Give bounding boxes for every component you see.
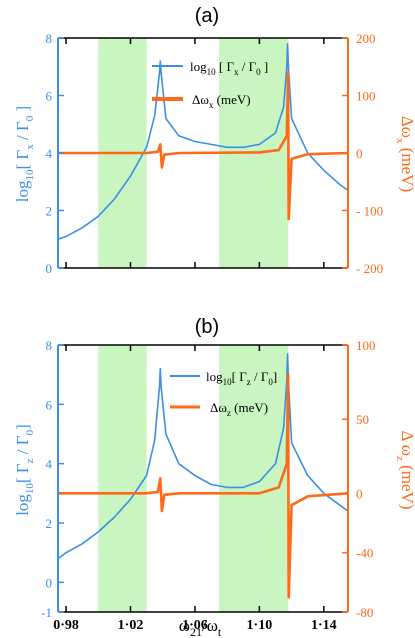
left-tick-label: 6 (46, 397, 53, 412)
right-tick-label: 100 (356, 338, 376, 353)
panel-b-left-axis-label: log10[ Γz / Γ0] (13, 424, 36, 516)
right-tick-label: 50 (356, 412, 369, 427)
panel-b-plot: -1 0 2 4 6 8 -80 -40 0 50 100 0·98 1·02 1·06 1·10 1·14 (41, 338, 375, 633)
left-tick-label: 2 (46, 516, 53, 531)
panel-a-plot: 0 2 4 6 8 - 200 - 100 0 100 200 (46, 31, 384, 276)
left-tick-label: 8 (46, 338, 53, 353)
legend-orange-label: Δωz (meV) (210, 400, 268, 418)
legend-orange-label: Δωx (meV) (192, 92, 251, 110)
right-tick-label: 100 (356, 89, 376, 104)
bottom-tick-label: 1·06 (182, 618, 208, 633)
bottom-tick-label: 1·10 (247, 618, 273, 633)
bottom-tick-label: 1·02 (118, 618, 144, 633)
panel-a-left-axis-label: log10[ Γx / Γ0 ] (13, 106, 36, 202)
left-tick-label: -1 (41, 605, 52, 620)
right-tick-label: - 100 (356, 204, 383, 219)
panel-b-label: (b) (195, 316, 219, 338)
right-tick-label: -80 (356, 605, 373, 620)
left-tick-label: 4 (46, 457, 53, 472)
series-line-delta-omega (58, 71, 349, 221)
shaded-band (219, 345, 289, 612)
panel-a-label: (a) (195, 5, 219, 27)
bottom-tick-label: 1·14 (311, 618, 337, 633)
right-tick-label: -40 (356, 546, 373, 561)
right-tick-label: 200 (356, 31, 376, 46)
left-tick-label: 0 (46, 575, 53, 590)
panel-a-right-axis-label: Δωx (meV) (394, 116, 415, 192)
left-tick-label: 8 (46, 31, 53, 46)
series-line-delta-omega (58, 373, 349, 599)
x-axis-label: ω21/ωt (179, 616, 222, 638)
panel-b-right-axis-label: Δ ωz (meV) (394, 431, 415, 510)
series-line-gamma (57, 42, 349, 241)
left-tick-label: 0 (46, 261, 53, 276)
right-tick-label: 0 (356, 486, 363, 501)
right-tick-label: - 200 (356, 261, 383, 276)
left-tick-label: 2 (46, 204, 53, 219)
series-line-gamma (57, 353, 349, 560)
left-tick-label: 6 (46, 89, 53, 104)
bottom-tick-label: 0·98 (53, 618, 79, 633)
left-tick-label: 4 (46, 146, 53, 161)
panel-b: (b) -1 0 2 4 6 8 -80 -40 0 50 100 0·98 1·02 1·06 1·10 1… (13, 316, 415, 638)
right-tick-label: 0 (356, 146, 363, 161)
shaded-band (98, 345, 147, 612)
